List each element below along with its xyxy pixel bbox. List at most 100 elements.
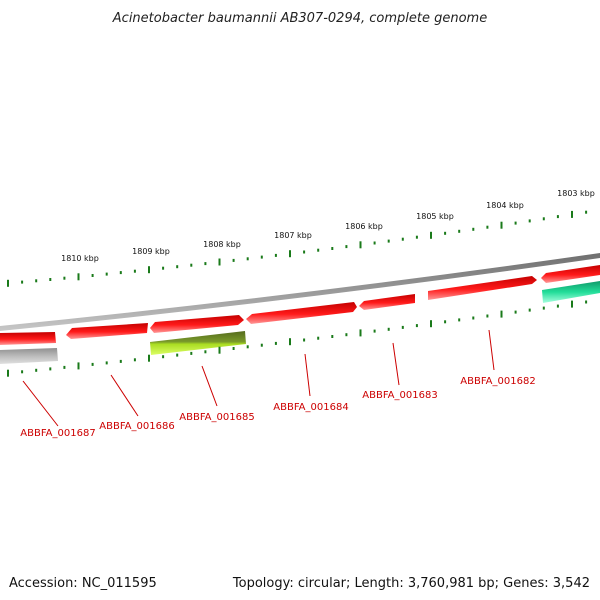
ruler-minor-tick xyxy=(444,231,447,235)
ruler-major-tick xyxy=(218,346,221,354)
gene-label[interactable]: ABBFA_001683 xyxy=(362,390,437,401)
ruler-minor-tick xyxy=(274,341,277,345)
ruler-major-tick xyxy=(218,258,221,266)
ruler-minor-tick xyxy=(105,361,108,365)
ruler-minor-tick xyxy=(91,362,94,366)
ruler-minor-tick xyxy=(387,239,390,243)
kbp-label: 1806 kbp xyxy=(345,222,383,231)
ruler-minor-tick xyxy=(133,269,136,273)
gene-arrow[interactable] xyxy=(0,348,58,364)
ruler-minor-tick xyxy=(458,229,461,233)
ruler-major-tick xyxy=(359,329,362,337)
kbp-label: 1803 kbp xyxy=(557,189,595,198)
gene-arrow[interactable] xyxy=(428,276,537,300)
ruler-minor-tick xyxy=(119,359,122,363)
ruler-major-tick xyxy=(500,310,503,318)
ruler-minor-tick xyxy=(401,325,404,329)
ruler-minor-tick xyxy=(585,210,588,214)
ruler-minor-tick xyxy=(345,245,348,249)
ruler-minor-tick xyxy=(373,329,376,333)
ruler-minor-tick xyxy=(105,272,108,276)
gene-arrow[interactable] xyxy=(542,281,600,303)
ruler-minor-tick xyxy=(415,324,418,328)
ruler-minor-tick xyxy=(274,253,277,257)
ruler-minor-tick xyxy=(21,280,24,284)
ruler-minor-tick xyxy=(204,350,207,354)
ruler-minor-tick xyxy=(514,310,517,314)
ruler-major-tick xyxy=(148,266,150,274)
gene-arrow[interactable] xyxy=(246,302,357,324)
gene-arrow[interactable] xyxy=(359,294,415,310)
ruler-minor-tick xyxy=(317,248,320,252)
gene-callouts xyxy=(22,329,495,427)
ruler-minor-tick xyxy=(528,219,531,223)
ruler-minor-tick xyxy=(133,358,136,362)
gene-label[interactable]: ABBFA_001686 xyxy=(99,421,174,432)
kbp-label: 1810 kbp xyxy=(61,254,99,263)
outer-ruler-dots xyxy=(21,210,588,284)
gene-labels: ABBFA_001682 ABBFA_001683 ABBFA_001684 A… xyxy=(20,376,535,439)
callout-line xyxy=(22,380,59,427)
ruler-minor-tick xyxy=(49,278,52,281)
backbone-track xyxy=(0,253,600,331)
map-title: Acinetobacter baumannii AB307-0294, comp… xyxy=(112,11,487,26)
ruler-minor-tick xyxy=(91,274,94,277)
ruler-minor-tick xyxy=(176,265,179,269)
ruler-minor-tick xyxy=(162,266,165,270)
ruler-major-tick xyxy=(148,354,150,362)
ruler-minor-tick xyxy=(486,225,489,229)
ruler-minor-tick xyxy=(246,345,249,349)
ruler-minor-tick xyxy=(119,271,122,275)
ruler-minor-tick xyxy=(260,343,263,347)
ruler-minor-tick xyxy=(63,365,66,369)
gene-label[interactable]: ABBFA_001684 xyxy=(273,402,348,413)
ruler-minor-tick xyxy=(49,367,52,371)
ruler-minor-tick xyxy=(458,318,461,322)
ruler-minor-tick xyxy=(190,263,193,267)
ruler-minor-tick xyxy=(317,336,320,340)
ruler-minor-tick xyxy=(514,221,517,225)
ruler-minor-tick xyxy=(303,250,306,254)
ruler-minor-tick xyxy=(373,241,376,245)
gene-arrow[interactable] xyxy=(541,265,600,283)
callout-line xyxy=(304,353,311,397)
gene-arrow[interactable] xyxy=(0,332,56,345)
ruler-minor-tick xyxy=(232,347,235,350)
ruler-minor-tick xyxy=(472,227,475,231)
ruler-minor-tick xyxy=(204,262,207,266)
kbp-label: 1805 kbp xyxy=(416,212,454,221)
callout-line xyxy=(392,342,400,386)
ruler-minor-tick xyxy=(190,351,193,355)
ruler-minor-tick xyxy=(260,255,263,259)
gene-arrow[interactable] xyxy=(150,331,246,355)
ruler-minor-tick xyxy=(331,247,334,250)
ruler-minor-tick xyxy=(21,370,24,374)
ruler-minor-tick xyxy=(35,368,38,372)
genome-summary-text: Topology: circular; Length: 3,760,981 bp… xyxy=(232,576,590,591)
gene-label[interactable]: ABBFA_001685 xyxy=(179,412,254,423)
ruler-major-tick xyxy=(500,221,503,229)
ruler-minor-tick xyxy=(542,306,545,310)
ruler-minor-tick xyxy=(35,279,38,283)
ruler-minor-tick xyxy=(585,300,588,304)
gene-label[interactable]: ABBFA_001687 xyxy=(20,428,95,439)
ruler-minor-tick xyxy=(246,257,249,261)
kbp-label: 1804 kbp xyxy=(486,201,524,210)
ruler-minor-tick xyxy=(556,215,559,219)
gene-arrow[interactable] xyxy=(150,315,244,333)
kbp-label: 1807 kbp xyxy=(274,231,312,240)
outer-ruler-ticks xyxy=(7,210,573,287)
kbp-label: 1808 kbp xyxy=(203,240,241,249)
ruler-minor-tick xyxy=(345,333,348,337)
gene-label[interactable]: ABBFA_001682 xyxy=(460,376,535,387)
ruler-major-tick xyxy=(7,279,9,287)
ruler-major-tick xyxy=(571,210,573,218)
ruler-major-tick xyxy=(289,250,291,258)
inner-ruler-ticks xyxy=(7,300,573,377)
accession-text: Accession: NC_011595 xyxy=(9,576,157,591)
callout-line xyxy=(488,329,495,371)
ruler-major-tick xyxy=(359,241,362,249)
gene-arrow[interactable] xyxy=(66,323,148,339)
callout-line xyxy=(201,365,218,407)
ruler-minor-tick xyxy=(63,276,66,280)
